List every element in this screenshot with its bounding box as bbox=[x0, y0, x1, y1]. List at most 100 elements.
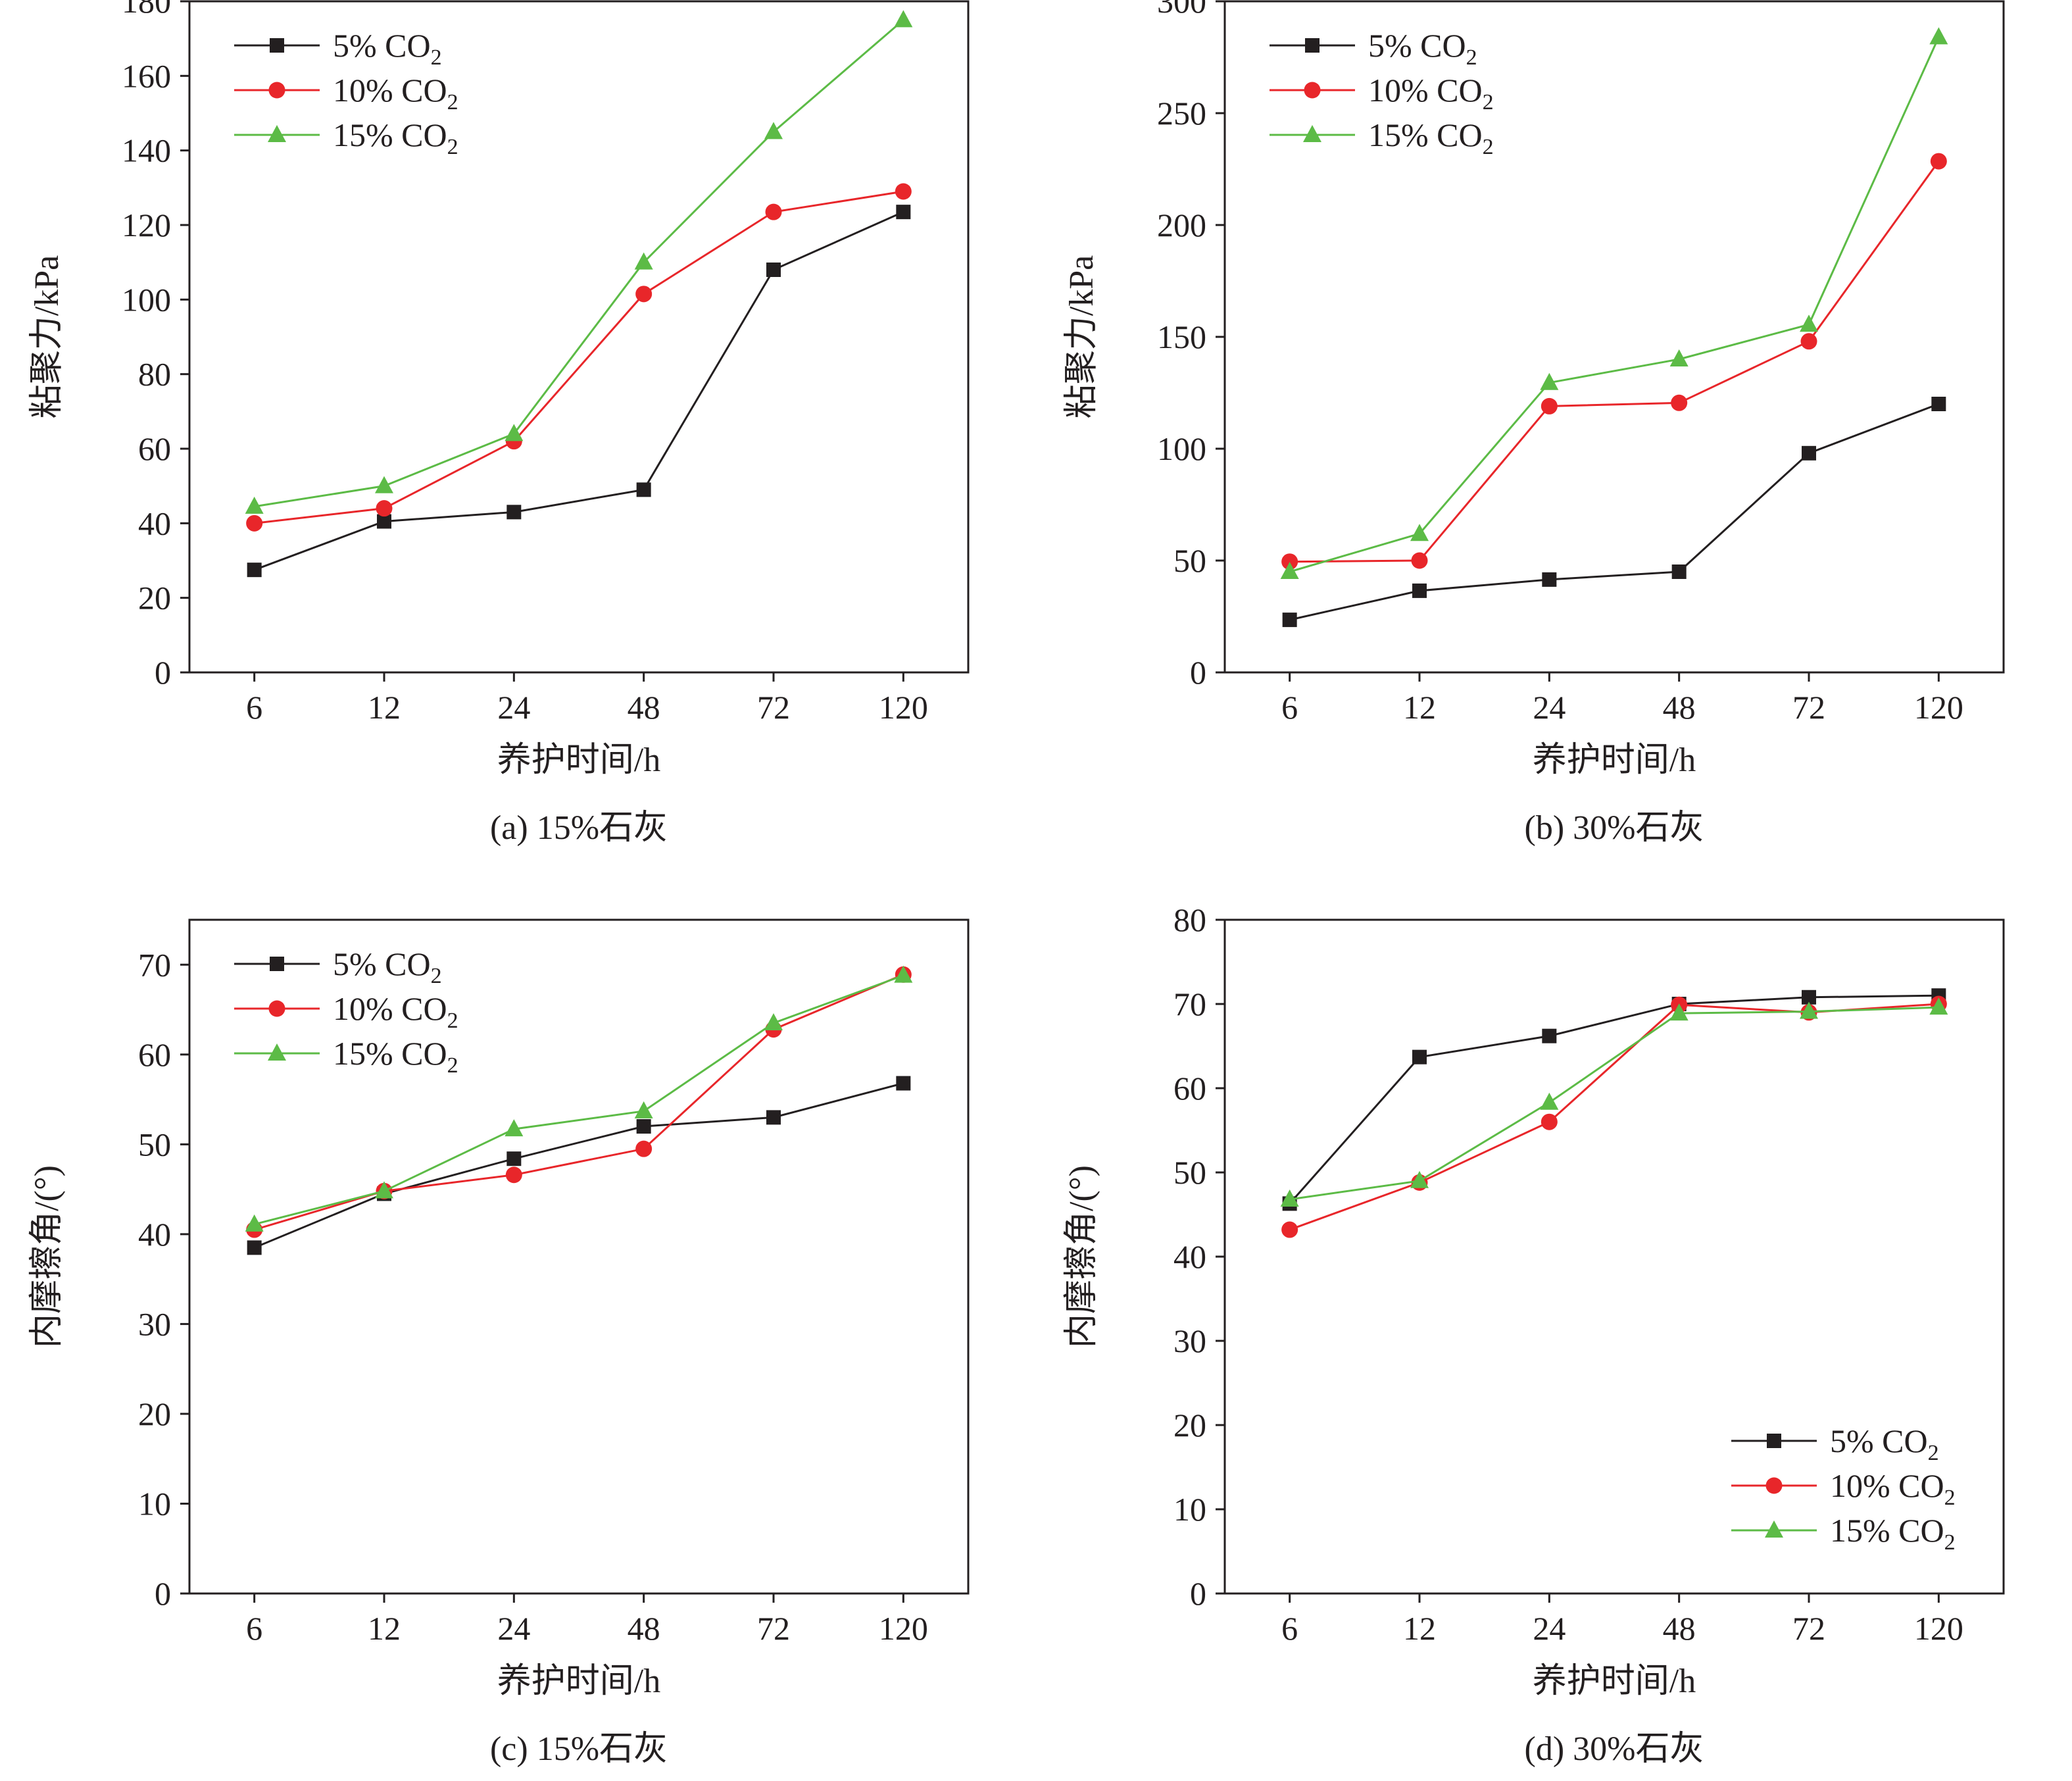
chart-b: 0 50 100 150 200 250 300 6 12 24 48 72 120 养护时间/h 粘聚力/… bbox=[1063, 0, 2005, 847]
data-point bbox=[1542, 572, 1557, 587]
legend-item-s15: 15% CO2 bbox=[234, 116, 458, 159]
data-point bbox=[1410, 1170, 1429, 1188]
data-point bbox=[634, 252, 653, 270]
legend-label-subscript: 2 bbox=[447, 1009, 458, 1033]
chart-d: 0 10 20 30 40 50 60 70 80 6 12 24 48 72 120 养护时间/h 内摩擦角/… bbox=[1063, 901, 2005, 1768]
data-point bbox=[1412, 1049, 1427, 1065]
series-s10 bbox=[1281, 153, 1947, 570]
legend-label: 10% CO2 bbox=[1368, 72, 1494, 114]
data-point bbox=[375, 1181, 393, 1199]
legend-label: 10% CO2 bbox=[333, 990, 458, 1033]
y-tick-label: 100 bbox=[122, 281, 171, 318]
data-point bbox=[1541, 1113, 1558, 1130]
data-point bbox=[894, 965, 913, 983]
legend-label-main: 5% CO bbox=[333, 945, 431, 982]
x-tick-label: 120 bbox=[1914, 689, 1963, 726]
series-line bbox=[254, 1082, 904, 1249]
y-tick-label: 0 bbox=[155, 654, 171, 691]
y-axis-title: 粘聚力/kPa bbox=[28, 255, 66, 418]
legend-item-s15: 15% CO2 bbox=[1270, 116, 1494, 159]
series-s5 bbox=[1282, 988, 1946, 1211]
legend-label-subscript: 2 bbox=[1483, 135, 1494, 159]
legend-label-subscript: 2 bbox=[431, 964, 442, 988]
legend-label: 5% CO2 bbox=[333, 945, 442, 988]
x-tick-label: 24 bbox=[1533, 689, 1566, 726]
x-tick-label: 24 bbox=[497, 689, 530, 726]
data-point bbox=[245, 496, 264, 514]
y-tick-label: 250 bbox=[1157, 95, 1206, 132]
legend-label-main: 5% CO bbox=[1368, 27, 1466, 64]
legend-label: 10% CO2 bbox=[1830, 1467, 1956, 1510]
data-point bbox=[1540, 1092, 1559, 1110]
y-tick-label: 70 bbox=[138, 946, 171, 983]
legend-marker bbox=[268, 82, 285, 99]
y-tick-label: 300 bbox=[1157, 0, 1206, 20]
x-tick-label: 24 bbox=[1533, 1610, 1566, 1647]
data-point bbox=[1931, 397, 1946, 411]
series-line bbox=[1289, 994, 1939, 1205]
legend-label-main: 5% CO bbox=[1830, 1422, 1928, 1459]
x-tick-label: 72 bbox=[1792, 689, 1825, 726]
chart-caption: (d) 30%石灰 bbox=[1525, 1730, 1704, 1768]
series-line bbox=[254, 19, 904, 508]
y-tick-label: 30 bbox=[138, 1305, 171, 1342]
data-point bbox=[636, 482, 651, 497]
data-point bbox=[1541, 397, 1558, 414]
data-point bbox=[1410, 524, 1429, 541]
legend-label: 15% CO2 bbox=[1830, 1512, 1956, 1555]
x-tick-label: 72 bbox=[757, 689, 790, 726]
plot-frame bbox=[188, 918, 970, 1595]
legend-label-subscript: 2 bbox=[447, 90, 458, 114]
series-line bbox=[254, 211, 904, 571]
data-point bbox=[1281, 1221, 1298, 1238]
data-point bbox=[377, 514, 391, 529]
series-line bbox=[1289, 161, 1940, 563]
series-s15 bbox=[245, 965, 913, 1232]
legend-item-s5: 5% CO2 bbox=[234, 945, 442, 988]
legend-label-subscript: 2 bbox=[447, 1053, 458, 1078]
data-point bbox=[766, 1110, 781, 1125]
x-tick-label: 48 bbox=[628, 1610, 660, 1647]
series-s15 bbox=[245, 10, 913, 514]
x-axis-title: 养护时间/h bbox=[497, 1663, 660, 1700]
legend-item-s5: 5% CO2 bbox=[1731, 1422, 1939, 1465]
data-point bbox=[896, 205, 911, 220]
y-tick-label: 70 bbox=[1173, 986, 1206, 1022]
legend-label-main: 10% CO bbox=[1830, 1467, 1944, 1504]
x-tick-label: 12 bbox=[1403, 689, 1436, 726]
x-tick-label: 120 bbox=[879, 689, 928, 726]
legend-marker bbox=[1303, 125, 1321, 142]
y-tick-label: 50 bbox=[1173, 542, 1206, 579]
data-point bbox=[896, 1076, 911, 1091]
data-point bbox=[506, 1151, 522, 1166]
x-tick-label: 6 bbox=[1281, 1610, 1298, 1647]
y-tick-label: 40 bbox=[138, 505, 171, 541]
data-point bbox=[1671, 394, 1688, 411]
plot-frame bbox=[1223, 0, 2005, 674]
y-tick-label: 0 bbox=[1190, 654, 1206, 691]
data-point bbox=[635, 1140, 653, 1157]
legend-marker bbox=[268, 1043, 286, 1061]
legend-item-s10: 10% CO2 bbox=[1270, 72, 1494, 114]
data-point bbox=[1411, 552, 1428, 569]
y-tick-label: 30 bbox=[1173, 1322, 1206, 1359]
data-point bbox=[1671, 564, 1687, 579]
data-point bbox=[1800, 1001, 1818, 1019]
x-tick-label: 72 bbox=[757, 1610, 790, 1647]
legend-label: 15% CO2 bbox=[333, 116, 458, 159]
series-s5 bbox=[247, 205, 911, 578]
legend-label: 15% CO2 bbox=[333, 1035, 458, 1078]
data-point bbox=[1802, 990, 1816, 1005]
plot-frame bbox=[188, 0, 970, 674]
legend-label-subscript: 2 bbox=[1944, 1486, 1956, 1510]
data-point bbox=[636, 1119, 651, 1134]
data-point bbox=[506, 505, 522, 520]
y-tick-label: 40 bbox=[138, 1216, 171, 1253]
legend-label-main: 15% CO bbox=[333, 1035, 447, 1072]
series-line bbox=[1289, 403, 1939, 621]
data-point bbox=[764, 1013, 783, 1031]
legend-label-main: 10% CO bbox=[333, 72, 447, 109]
